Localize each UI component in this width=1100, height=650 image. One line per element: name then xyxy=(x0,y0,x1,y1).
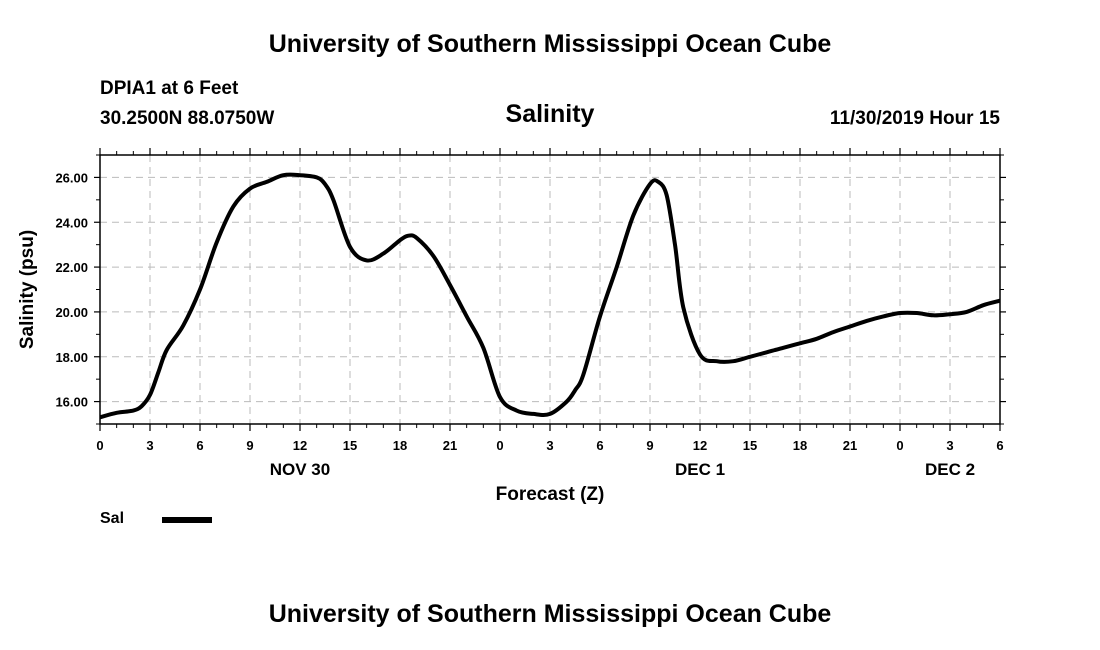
x-tick-label: 12 xyxy=(293,438,307,453)
ticks xyxy=(94,148,1006,431)
chart-title: Salinity xyxy=(505,100,595,128)
x-tick-label: 6 xyxy=(996,438,1003,453)
x-tick-label: 9 xyxy=(646,438,653,453)
date-label: DEC 2 xyxy=(925,460,975,479)
footer-title: University of Southern Mississippi Ocean… xyxy=(268,600,832,628)
grid-lines xyxy=(100,155,1000,424)
legend-swatch-sal xyxy=(162,517,212,523)
y-tick-label: 16.00 xyxy=(55,395,88,410)
x-axis-label: Forecast (Z) xyxy=(496,484,605,505)
y-tick-label: 18.00 xyxy=(55,350,88,365)
date-label: NOV 30 xyxy=(270,460,330,479)
series-line-sal xyxy=(100,172,1000,420)
x-tick-label: 21 xyxy=(843,438,857,453)
x-tick-label: 3 xyxy=(546,438,553,453)
y-axis-label: Salinity (psu) xyxy=(17,230,38,349)
x-tick-label: 18 xyxy=(393,438,407,453)
y-tick-label: 26.00 xyxy=(55,170,88,185)
y-tick-label: 22.00 xyxy=(55,260,88,275)
y-tick-label: 24.00 xyxy=(55,215,88,230)
x-tick-label: 0 xyxy=(96,438,103,453)
x-tick-label: 6 xyxy=(196,438,203,453)
x-tick-label: 3 xyxy=(146,438,153,453)
x-tick-label: 15 xyxy=(343,438,357,453)
x-tick-label: 15 xyxy=(743,438,757,453)
forecast-timestamp: 11/30/2019 Hour 15 xyxy=(829,108,1000,129)
station-coordinates: 30.2500N 88.0750W xyxy=(100,108,275,129)
x-tick-label: 9 xyxy=(246,438,253,453)
x-tick-label: 0 xyxy=(496,438,503,453)
date-label: DEC 1 xyxy=(675,460,725,479)
x-tick-label: 6 xyxy=(596,438,603,453)
x-tick-label: 21 xyxy=(443,438,457,453)
y-tick-label: 20.00 xyxy=(55,305,88,320)
tick-labels: 16.00 18.00 20.00 22.00 24.00 26.00 0 3 6 9 12 15 18… xyxy=(55,170,1003,479)
x-tick-label: 0 xyxy=(896,438,903,453)
x-tick-label: 12 xyxy=(693,438,707,453)
x-tick-label: 3 xyxy=(946,438,953,453)
page-title: University of Southern Mississippi Ocean… xyxy=(268,30,832,58)
legend-entry-sal: Sal xyxy=(100,510,125,527)
x-tick-label: 18 xyxy=(793,438,807,453)
station-name: DPIA1 at 6 Feet xyxy=(100,78,239,99)
